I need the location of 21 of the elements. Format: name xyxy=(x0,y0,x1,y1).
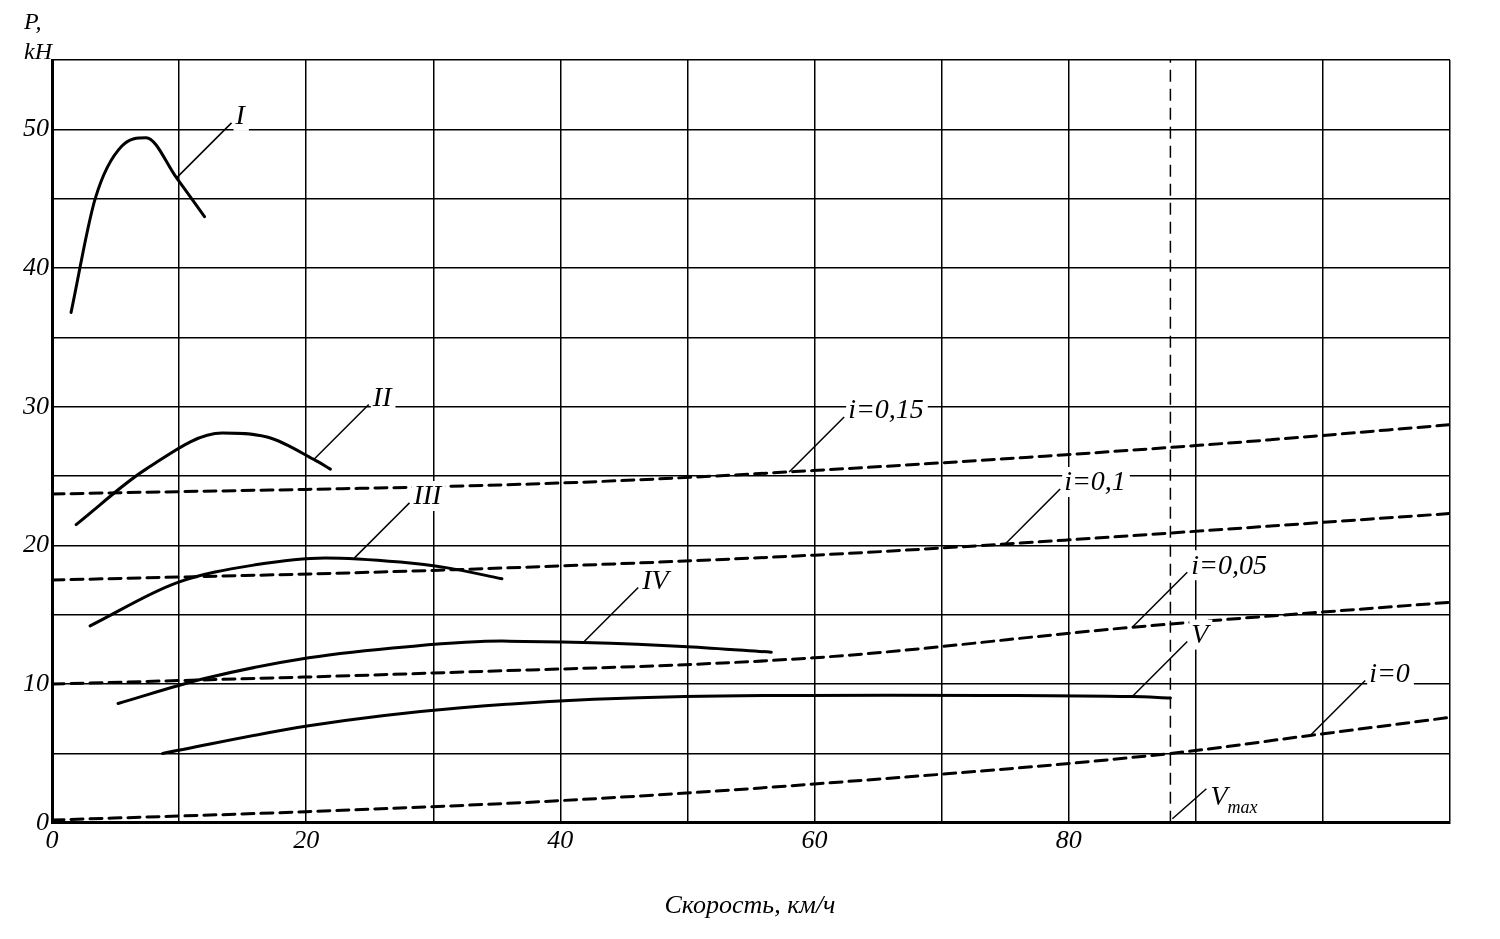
x-tick-label: 60 xyxy=(801,825,828,855)
y-tick-label: 30 xyxy=(22,390,49,420)
annotation: I xyxy=(234,99,247,131)
y-tick-label: 50 xyxy=(23,113,49,143)
x-tick-label: 20 xyxy=(293,825,320,855)
annotation: i=0,05 xyxy=(1191,548,1267,580)
x-tick-label: 80 xyxy=(1055,825,1082,855)
y-tick-label: 10 xyxy=(23,667,49,697)
annotation: II xyxy=(371,380,394,412)
annotation: IV xyxy=(641,563,672,595)
annotation: V xyxy=(1191,617,1212,649)
y-tick-label: 20 xyxy=(23,529,49,559)
annotation: i=0,1 xyxy=(1064,465,1126,497)
annotation: i=0 xyxy=(1369,656,1410,688)
x-axis-title: Скорость, км/ч xyxy=(663,890,837,920)
y-tick-label: 40 xyxy=(23,251,49,281)
y-tick-label: 0 xyxy=(36,806,49,836)
annotation: i=0,15 xyxy=(848,393,924,425)
x-tick-label: 40 xyxy=(547,825,574,855)
y-axis-title: P, kH xyxy=(24,7,54,66)
annotation: III xyxy=(412,479,444,511)
